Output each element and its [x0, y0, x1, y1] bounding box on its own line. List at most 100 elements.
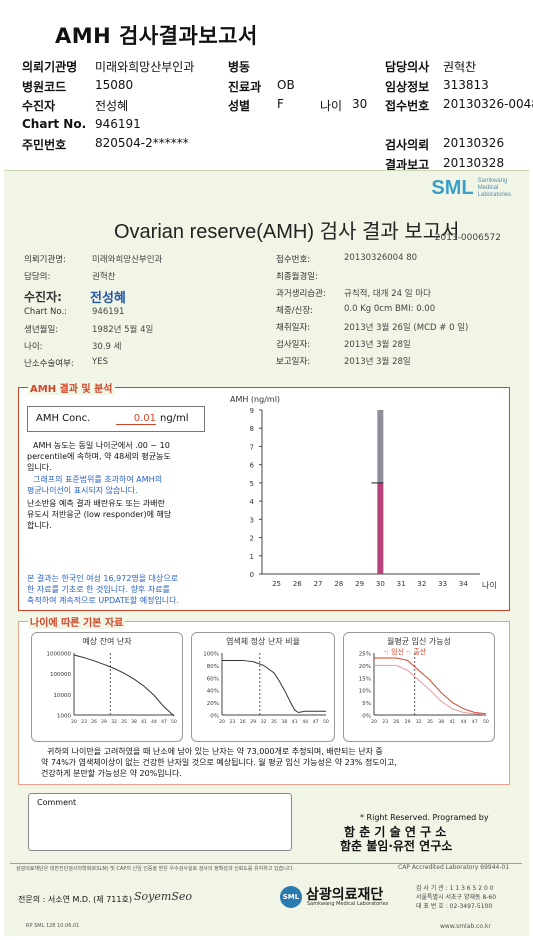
p2-series-line	[222, 659, 326, 714]
rep-right-label: 채취일자:	[276, 323, 311, 333]
amh-y-tick-label: 1	[250, 553, 254, 561]
p3-x-tick-label: 23	[382, 719, 388, 725]
rep-left-value: 권혁찬	[92, 272, 116, 282]
p1-x-tick-label: 29	[101, 719, 107, 725]
rep-left-value: YES	[92, 357, 108, 367]
hdr-mid-label: 성별	[228, 99, 251, 113]
p1-y-tick-label: 1000000	[47, 652, 72, 658]
p1-x-tick-label: 38	[131, 719, 137, 725]
p2-x-tick-label: 50	[323, 719, 329, 725]
p1-x-tick-label: 26	[91, 719, 97, 725]
hdr-mid-label: 병동	[228, 60, 251, 74]
footer-divider	[10, 863, 522, 864]
rep-left-label: 의뢰기관명:	[24, 255, 66, 265]
hdr-left-value: 미래와희망산부인과	[95, 60, 195, 74]
p3-x-tick-label: 44	[461, 719, 467, 725]
foundation-sub: Samkwang Medical Laboratories	[307, 901, 389, 907]
doc-title: AMH 검사결과보고서	[55, 24, 258, 48]
amh-x-tick-label: 31	[397, 580, 406, 588]
amh-y-tick-label: 7	[250, 443, 254, 451]
amh-text-3b: 유도시 저반응군 (low responder)에 해당	[27, 510, 172, 519]
p2-x-tick-label: 26	[240, 719, 246, 725]
hdr-mid-label: 진료과	[228, 79, 262, 94]
amh-result-box: AMH Conc. 0.01 ng/ml AMH 농도는 동일 나이군에서 .0…	[18, 387, 510, 611]
comment-box: Comment	[28, 793, 292, 851]
amh-text-1b: percentile에 속하며, 약 48세의 평균농도	[27, 452, 171, 461]
amh-y-tick-label: 3	[250, 516, 254, 524]
p1-x-tick-label: 47	[161, 719, 167, 725]
rep-right-label: 최종월경일:	[276, 272, 318, 282]
p2-x-tick-label: 47	[313, 719, 319, 725]
hdr-left-value: 820504-2******	[95, 136, 189, 150]
p1-x-tick-label: 23	[81, 719, 87, 725]
p1-x-tick-label: 35	[121, 719, 127, 725]
patient-label: 수진자:	[24, 290, 62, 304]
rep-left-label: Chart No.:	[24, 307, 68, 317]
amh-x-tick-label: 32	[417, 580, 426, 588]
p3-y-tick-label: 5%	[362, 701, 371, 707]
p2-x-tick-label: 23	[230, 719, 236, 725]
amh-chart-xlabel: 나이	[482, 580, 497, 590]
amh-text-3c: 합니다.	[27, 521, 52, 530]
basic-data-box: 예상 잔여 난자 1000000 100000 10000 1000 20 23 26 29 3…	[18, 621, 510, 785]
amh-y-tick-label: 9	[250, 407, 254, 415]
amh-x-tick-label: 29	[355, 580, 364, 588]
hdr-left-value: 946191	[95, 116, 141, 131]
comment-label: Comment	[37, 798, 77, 807]
amh-x-tick-label: 27	[314, 580, 323, 588]
p1-x-tick-label: 41	[141, 719, 147, 725]
summary-line-1: 귀하의 나이만을 고려하였을 때 난소에 남아 있는 난자는 약 73,000개…	[47, 747, 383, 756]
amh-text-2a: 그래프의 표준범위를 초과하여 AMH의	[33, 475, 163, 484]
p2-y-tick-label: 40%	[207, 689, 219, 695]
rep-left-label: 생년월일:	[24, 325, 59, 335]
p1-series-line	[73, 654, 175, 717]
pregnancy-chance-chart: 25% 20% 15% 10% 5% 0%20 23 26 29 32 35 38 41 44 47 50	[359, 652, 489, 726]
amh-conc-label: AMH Conc.	[36, 413, 91, 424]
rep-left-value: 미래와희망산부인과	[92, 255, 163, 265]
foundation-logo: SML	[280, 886, 302, 908]
panel3-legend: -: 임신 -: 출산	[384, 648, 427, 656]
amh-text-1c: 입니다.	[27, 463, 52, 472]
age-label: 나이	[320, 99, 343, 113]
amh-x-tick-label: 34	[459, 580, 468, 588]
p2-y-tick-label: 80%	[207, 664, 219, 670]
amh-text-4a: 본 결과는 한국인 여성 16,972명을 대상으로	[27, 574, 179, 583]
hdr-right-label: 검사의뢰	[385, 138, 430, 152]
p2-x-tick-label: 44	[302, 719, 308, 725]
basic-section-title: 나이에 따른 기본 자료	[28, 614, 126, 629]
p2-x-tick-label: 29	[250, 719, 256, 725]
hdr-left-label: 병원코드	[22, 79, 67, 94]
summary-line-3: 건강하게 분만할 가능성은 약 20%입니다.	[41, 769, 182, 778]
amh-range-bar-gray	[377, 410, 384, 483]
amh-x-tick-label: 28	[334, 580, 343, 588]
footnote: 삼광의료재단은 대한진단검사의학회(KSLM) 및 CAP의 신임 인증을 받은…	[16, 866, 295, 872]
p2-y-tick-label: 20%	[207, 701, 219, 707]
report-title: Ovarian reserve(AMH) 검사 결과 보고서	[114, 221, 460, 243]
amh-y-tick-label: 6	[250, 462, 255, 470]
summary-line-2: 약 74%가 염색체이상이 없는 건강한 난자일 것으로 예상됩니다. 월 평균…	[41, 758, 397, 767]
amh-range-bar-pink	[377, 482, 384, 574]
age-value: 30	[352, 97, 368, 111]
rep-left-label: 담당의:	[24, 272, 51, 282]
foundation-name: 삼광의료재단	[306, 887, 384, 903]
amh-conc-box: AMH Conc. 0.01 ng/ml	[27, 406, 205, 432]
rep-right-value: 20130326004 80	[344, 253, 418, 263]
panel-normal-chromosome: 염색체 정상 난자 비율 100% 80% 60% 40% 20% 0% 20 23 26 29 3…	[191, 632, 335, 742]
rep-left-value: 30.9 세	[92, 342, 122, 352]
p3-x-tick-label: 47	[472, 719, 478, 725]
p2-x-tick-label: 38	[282, 719, 288, 725]
p2-x-tick-label: 41	[292, 719, 298, 725]
p3-y-tick-label: 10%	[359, 689, 371, 695]
panel2-title: 염색체 정상 난자 비율	[226, 637, 300, 646]
rep-left-label: 나이:	[24, 342, 43, 352]
rep-right-value: 규칙적, 대개 24 일 마다	[344, 289, 431, 299]
sml-logo-sub: Samkwang Medical Laboratories	[477, 178, 511, 198]
hdr-left-label: Chart No.	[22, 116, 87, 131]
signature: SoyemSeo	[134, 890, 192, 903]
p3-x-tick-label: 20	[371, 719, 377, 725]
p3-x-tick-label: 35	[427, 719, 433, 725]
hdr-right-value: 권혁찬	[443, 60, 477, 74]
p1-x-tick-label: 44	[151, 719, 157, 725]
